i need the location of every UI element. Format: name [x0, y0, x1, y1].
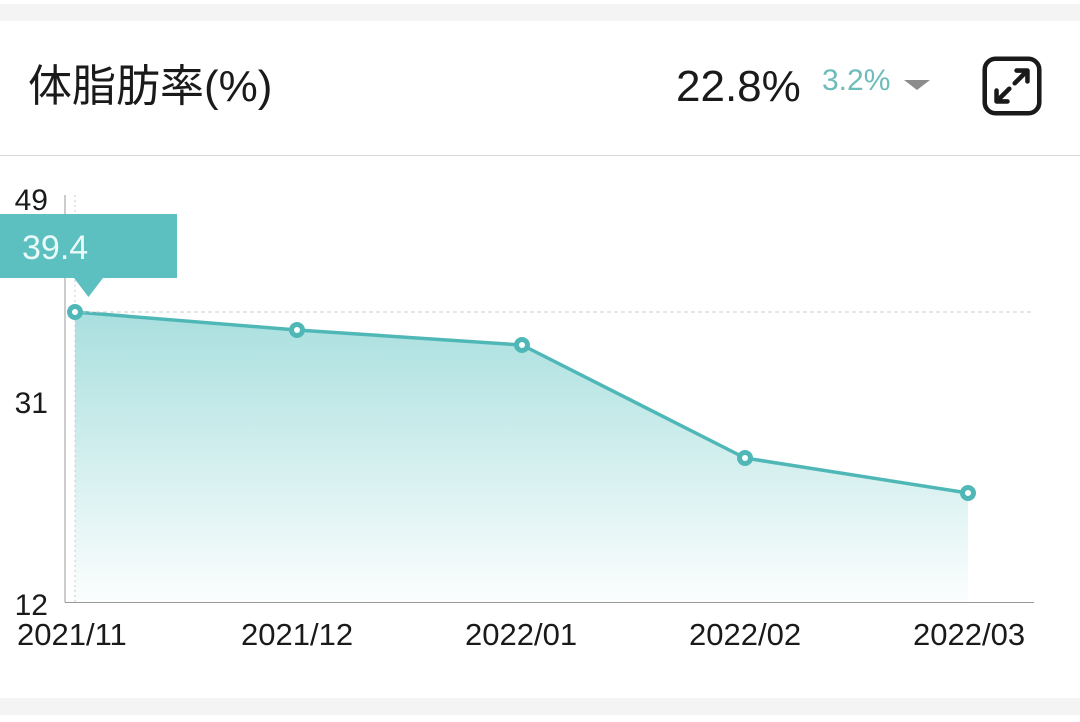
- svg-text:2021/11: 2021/11: [17, 617, 127, 652]
- svg-text:2021/12: 2021/12: [241, 617, 353, 652]
- svg-text:2022/03: 2022/03: [913, 617, 1025, 652]
- svg-text:2022/02: 2022/02: [689, 617, 801, 652]
- svg-text:2022/01: 2022/01: [465, 617, 577, 652]
- svg-text:39.4: 39.4: [22, 229, 88, 267]
- svg-text:31: 31: [15, 387, 48, 420]
- svg-text:49: 49: [15, 184, 48, 217]
